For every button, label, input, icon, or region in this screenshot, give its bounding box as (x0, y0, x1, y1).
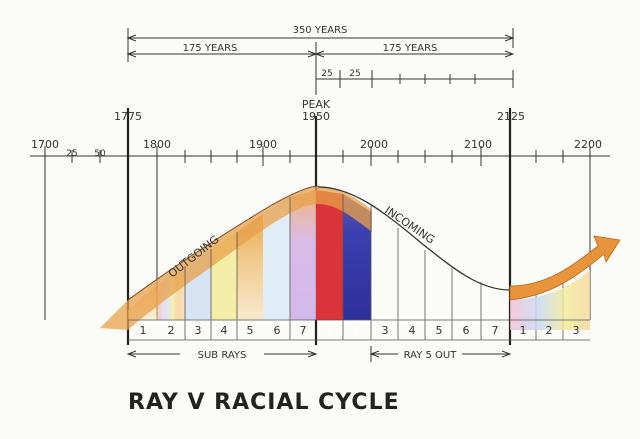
subray-number: 1 (327, 324, 334, 337)
timeline-axis (30, 146, 610, 320)
subray-number: 1 (140, 324, 147, 337)
diagram-title: RAY V RACIAL CYCLE (128, 390, 400, 415)
subray-number: 5 (247, 324, 254, 337)
subray-number-row (128, 319, 590, 341)
subray-number: 2 (354, 324, 361, 337)
peak-label: PEAK (302, 98, 331, 111)
subray-number: 2 (168, 324, 175, 337)
subray-numbers: 1 2 3 4 5 6 7 1 2 3 4 5 6 7 1 2 3 (140, 324, 580, 337)
span-25-a: 25 (321, 69, 332, 79)
subray-number: 1 (520, 324, 527, 337)
subray-dividers (184, 194, 564, 340)
subray-number: 3 (573, 324, 580, 337)
tick-2000: 2000 (360, 138, 388, 151)
outgoing-band (100, 186, 372, 330)
subray-number: 3 (382, 324, 389, 337)
rising-arrow (509, 235, 621, 301)
span-175-left: 175 YEARS (183, 43, 238, 54)
tick-50: 50 (94, 149, 106, 159)
span-350-years: 350 YEARS (293, 25, 348, 36)
subray-number: 4 (409, 324, 416, 337)
tick-1700: 1700 (31, 138, 59, 151)
span-25-b: 25 (349, 69, 360, 79)
tick-1800: 1800 (143, 138, 171, 151)
subray-number: 2 (546, 324, 553, 337)
sub-rays-label: SUB RAYS (198, 350, 247, 361)
tick-2100: 2100 (464, 138, 492, 151)
start-year-1775: 1775 (114, 110, 142, 123)
subray-number: 3 (195, 324, 202, 337)
ray5-out-label: RAY 5 OUT (404, 350, 458, 361)
incoming-curve (317, 186, 511, 291)
peak-year-1950: 1950 (302, 110, 330, 123)
end-year-2125: 2125 (497, 110, 525, 123)
tick-25: 25 (66, 149, 77, 159)
subray-number: 4 (221, 324, 228, 337)
span-brackets (126, 28, 515, 95)
subray-number: 7 (492, 324, 499, 337)
subray-number: 6 (274, 324, 281, 337)
subray-number: 5 (436, 324, 443, 337)
tick-2200: 2200 (574, 138, 602, 151)
subray-number: 6 (463, 324, 470, 337)
subray-number: 7 (300, 324, 307, 337)
span-175-right: 175 YEARS (383, 43, 438, 54)
rising-arrow-fill (510, 270, 590, 330)
curve-top-outline (127, 185, 319, 301)
incoming-label: INCOMING (382, 204, 437, 247)
tick-1900: 1900 (249, 138, 277, 151)
